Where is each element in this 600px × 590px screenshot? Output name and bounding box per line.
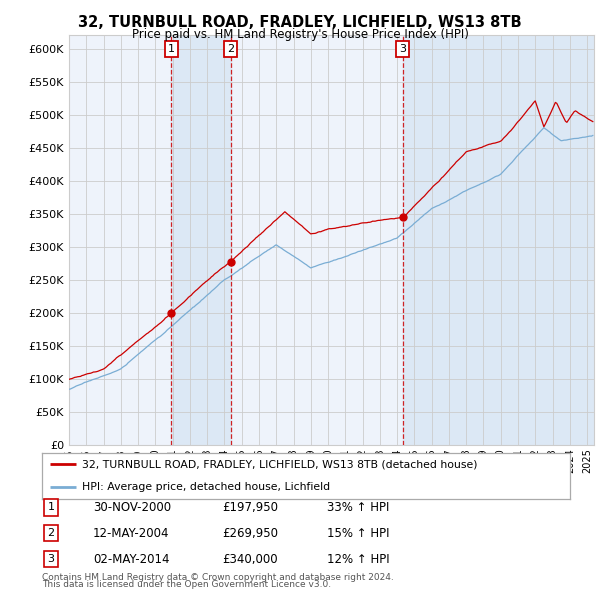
Text: 2: 2 [47, 529, 55, 538]
Text: 2: 2 [227, 44, 235, 54]
Text: 33% ↑ HPI: 33% ↑ HPI [327, 501, 389, 514]
Text: £269,950: £269,950 [222, 527, 278, 540]
Text: 30-NOV-2000: 30-NOV-2000 [93, 501, 171, 514]
Text: 3: 3 [400, 44, 406, 54]
Text: HPI: Average price, detached house, Lichfield: HPI: Average price, detached house, Lich… [82, 482, 330, 492]
Text: £197,950: £197,950 [222, 501, 278, 514]
Text: £340,000: £340,000 [222, 553, 278, 566]
Text: Contains HM Land Registry data © Crown copyright and database right 2024.: Contains HM Land Registry data © Crown c… [42, 573, 394, 582]
Bar [171, 35, 231, 445]
Text: 32, TURNBULL ROAD, FRADLEY, LICHFIELD, WS13 8TB: 32, TURNBULL ROAD, FRADLEY, LICHFIELD, W… [78, 15, 522, 30]
Bar [403, 35, 594, 445]
Text: 12% ↑ HPI: 12% ↑ HPI [327, 553, 389, 566]
Text: 32, TURNBULL ROAD, FRADLEY, LICHFIELD, WS13 8TB (detached house): 32, TURNBULL ROAD, FRADLEY, LICHFIELD, W… [82, 459, 477, 469]
Text: This data is licensed under the Open Government Licence v3.0.: This data is licensed under the Open Gov… [42, 581, 331, 589]
Text: 12-MAY-2004: 12-MAY-2004 [93, 527, 170, 540]
Text: 15% ↑ HPI: 15% ↑ HPI [327, 527, 389, 540]
Text: Price paid vs. HM Land Registry's House Price Index (HPI): Price paid vs. HM Land Registry's House … [131, 28, 469, 41]
Text: 3: 3 [47, 555, 55, 564]
Text: 1: 1 [47, 503, 55, 512]
Text: 1: 1 [167, 44, 175, 54]
Text: 02-MAY-2014: 02-MAY-2014 [93, 553, 170, 566]
